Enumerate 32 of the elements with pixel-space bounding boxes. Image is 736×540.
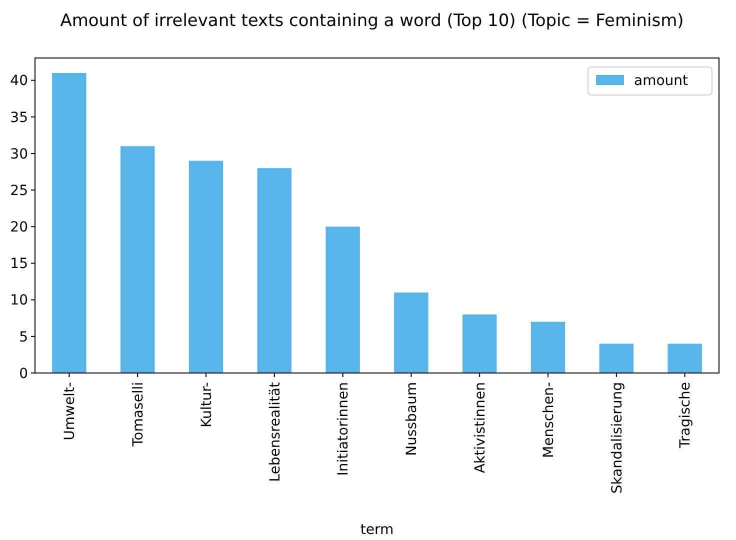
y-tick-label: 35 <box>10 110 28 126</box>
x-tick-label: Kultur- <box>198 382 215 428</box>
bar <box>462 314 497 373</box>
bar <box>188 160 224 373</box>
y-tick-label: 40 <box>10 73 28 90</box>
y-tick-label: 20 <box>10 220 28 236</box>
x-tick-label: Umwelt- <box>62 382 78 440</box>
bar <box>52 73 86 373</box>
bar <box>326 226 360 373</box>
y-tick-label: 10 <box>10 292 28 309</box>
y-tick-label: 15 <box>10 256 28 272</box>
bar <box>530 322 566 373</box>
y-tick-label: 25 <box>10 182 28 199</box>
x-axis-title: term <box>360 522 394 538</box>
bar <box>257 168 292 373</box>
bar <box>668 344 702 373</box>
x-tick-label: Lebensrealität <box>267 381 284 482</box>
y-tick-label: 0 <box>19 366 28 382</box>
x-tick-label: Menschen- <box>540 382 557 458</box>
bar <box>394 292 428 373</box>
chart-title: Amount of irrelevant texts containing a word (Top 10) (Topic = Feminism) <box>60 11 684 31</box>
legend-label: amount <box>634 72 689 89</box>
x-tick-label: Tragische <box>678 382 694 450</box>
bar <box>599 344 634 373</box>
x-tick-label: Tomaselli <box>130 382 146 448</box>
bar <box>120 146 155 373</box>
y-tick-label: 5 <box>19 329 28 346</box>
x-tick-label: Aktivistinnen <box>472 382 488 474</box>
x-tick-label: Skandalisierung <box>609 382 626 494</box>
y-tick-label: 30 <box>10 146 28 162</box>
x-tick-label: Initiatorinnen <box>336 382 352 476</box>
x-tick-label: Nussbaum <box>404 382 420 456</box>
